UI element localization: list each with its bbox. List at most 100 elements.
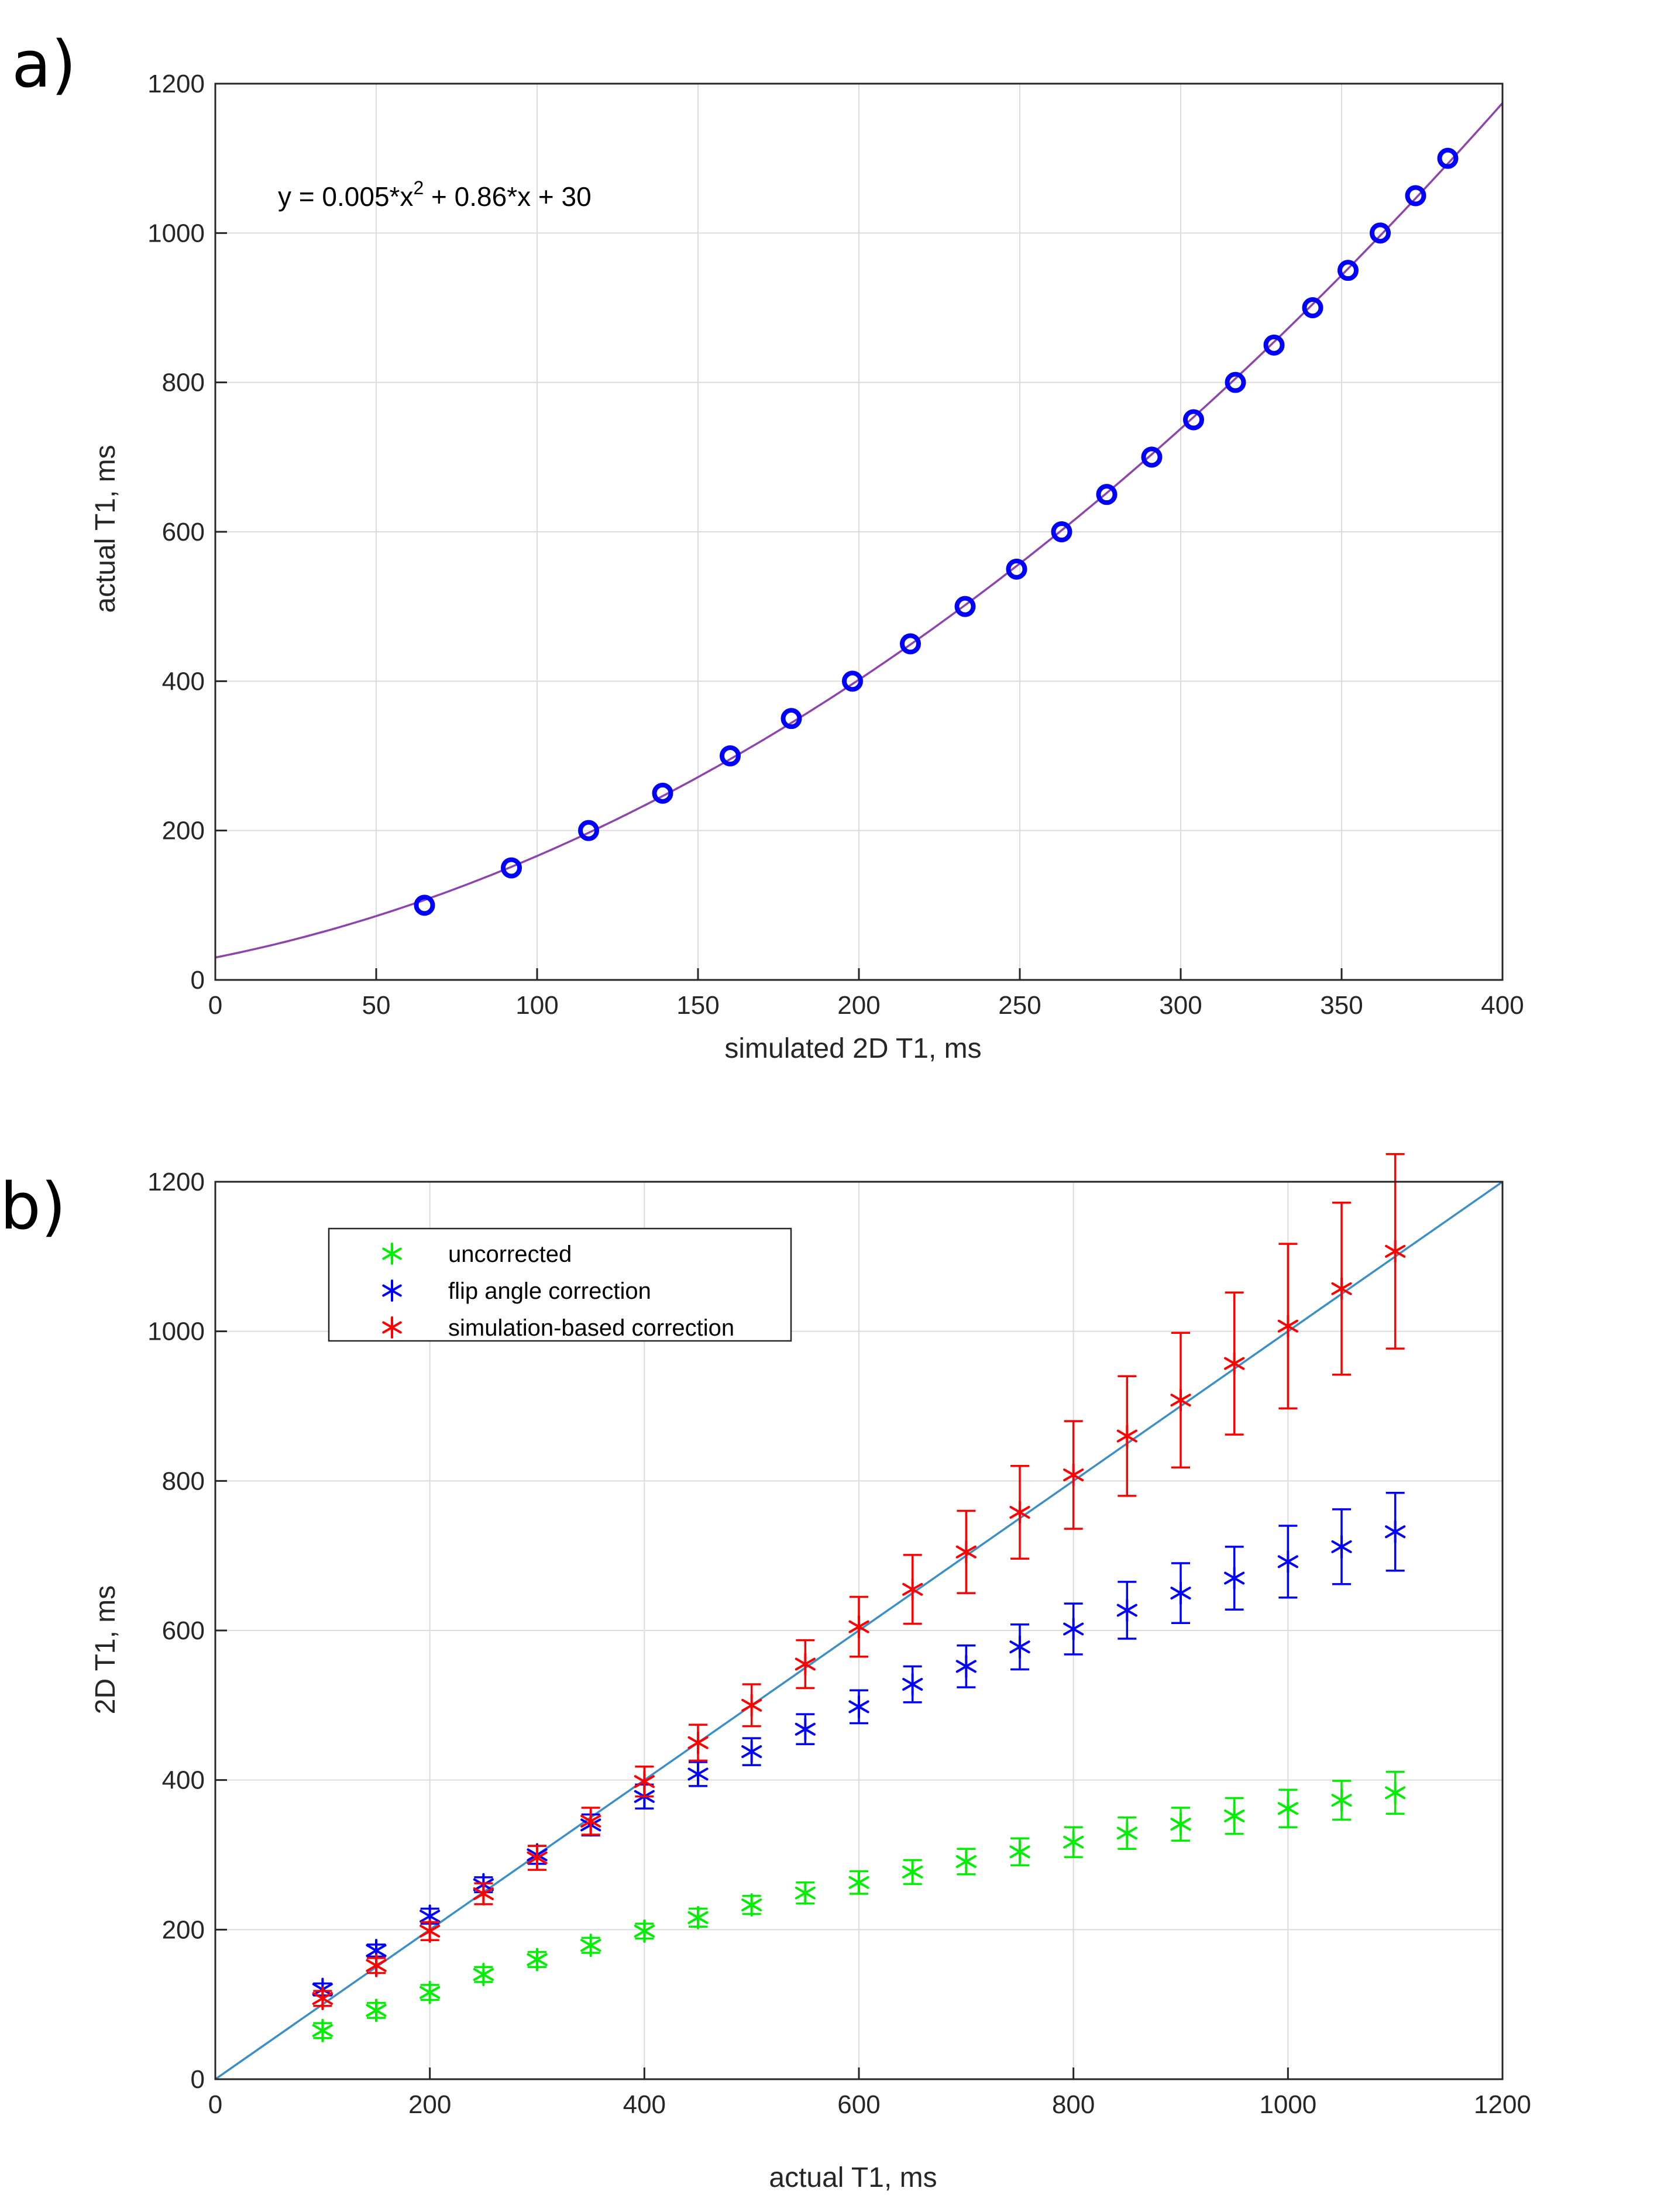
data-point <box>1006 558 1027 580</box>
legend-label-simulation-based-correction: simulation-based correction <box>448 1315 734 1341</box>
data-point <box>848 1870 869 1894</box>
panel-b-ytick-label: 400 <box>162 1766 205 1795</box>
data-point <box>1116 1598 1137 1622</box>
data-point <box>955 1540 977 1564</box>
data-point <box>954 596 976 617</box>
panel-a-xtick-label: 150 <box>676 991 719 1020</box>
data-point <box>1116 1424 1137 1448</box>
panel-b-xtick-label: 800 <box>1052 2090 1095 2119</box>
panel-b-ytick-label: 0 <box>191 2065 205 2094</box>
legend-star <box>382 1279 402 1302</box>
panel-b-series <box>312 1153 1406 2042</box>
panel-b-xtick-label: 600 <box>837 2090 880 2119</box>
fit-equation-suffix: + 0.86*x + 30 <box>424 181 591 212</box>
series-flip-angle-correction <box>312 1492 1406 2001</box>
data-point <box>955 1850 977 1874</box>
data-point <box>1277 1550 1298 1574</box>
data-point <box>795 1652 816 1676</box>
panel-b-xtick-label: 0 <box>208 2090 222 2119</box>
panel-a-xtick-label: 300 <box>1159 991 1202 1020</box>
data-point <box>312 2018 333 2042</box>
panel-b-ticks: 0 200 400 600 800 1000 1200 0 200 400 600 800 1000 12… <box>147 1168 1531 2119</box>
panel-b-xtick-label: 200 <box>408 2090 451 2119</box>
data-point <box>781 708 802 730</box>
data-point <box>473 1881 494 1905</box>
panel-a-xtick-label: 250 <box>998 991 1041 1020</box>
legend-label-flip-angle-correction: flip angle correction <box>448 1278 651 1304</box>
data-point <box>1063 1463 1084 1487</box>
panel-a-ytick-label: 400 <box>162 667 205 696</box>
data-point <box>1224 1804 1245 1828</box>
panel-a: a) 0 50 100 150 200 250 300 350 400 0 200 400 600 800… <box>12 27 1524 1064</box>
data-point <box>1009 1501 1030 1525</box>
panel-a-xtick-label: 350 <box>1320 991 1363 1020</box>
panel-a-grid <box>215 83 1503 981</box>
data-point <box>1225 371 1246 393</box>
panel-a-ylabel: actual T1, ms <box>90 445 121 613</box>
panel-b-xlabel: actual T1, ms <box>769 2162 937 2193</box>
data-point <box>848 1695 869 1719</box>
data-point <box>795 1717 816 1741</box>
data-point <box>1338 260 1359 281</box>
data-point <box>527 1846 548 1870</box>
data-point <box>578 820 599 841</box>
data-point <box>1263 334 1285 356</box>
panel-a-points <box>414 147 1459 916</box>
data-point <box>312 1986 333 2010</box>
data-point <box>1437 147 1459 169</box>
series-simulation-based-correction <box>312 1153 1406 2010</box>
legend-label-uncorrected: uncorrected <box>448 1241 572 1267</box>
fit-equation-prefix: y = 0.005*x <box>278 181 413 212</box>
data-point <box>1009 1840 1030 1864</box>
data-point <box>741 1893 762 1917</box>
data-point <box>1331 1535 1352 1559</box>
data-point <box>1063 1617 1084 1641</box>
panel-b-ytick-label: 600 <box>162 1616 205 1645</box>
data-point <box>1385 1520 1406 1544</box>
data-point <box>652 782 673 804</box>
data-point <box>848 1615 869 1639</box>
panel-a-ytick-label: 1200 <box>147 70 205 98</box>
panel-a-ticks: 0 50 100 150 200 250 300 350 400 0 200 400 600 800 100… <box>147 70 1524 1020</box>
data-point <box>1405 185 1426 207</box>
panel-b-xtick-label: 1200 <box>1474 2090 1531 2119</box>
data-point <box>1277 1797 1298 1821</box>
data-point <box>366 1998 387 2022</box>
data-point <box>1370 222 1391 244</box>
data-point <box>501 857 522 879</box>
data-point <box>1277 1314 1298 1338</box>
data-point <box>580 1934 601 1958</box>
panel-a-xtick-label: 400 <box>1481 991 1524 1020</box>
data-point <box>366 1953 387 1977</box>
panel-a-xtick-label: 50 <box>362 991 391 1020</box>
panel-a-xtick-label: 200 <box>837 991 880 1020</box>
legend-marker-simulation-based-correction <box>382 1316 402 1339</box>
panel-a-ytick-label: 600 <box>162 518 205 546</box>
data-point <box>902 1577 923 1601</box>
panel-b: b) 0 200 400 600 800 1000 1200 0 200 400 600 800 100… <box>0 1153 1531 2193</box>
panel-b-ytick-label: 200 <box>162 1915 205 1944</box>
data-point <box>1096 484 1118 505</box>
panel-a-xtick-label: 0 <box>208 991 222 1020</box>
panel-b-ytick-label: 1000 <box>147 1317 205 1346</box>
data-point <box>420 1919 441 1943</box>
data-point <box>1385 1781 1406 1805</box>
panel-b-ytick-label: 800 <box>162 1467 205 1495</box>
data-point <box>795 1881 816 1905</box>
legend: uncorrected flip angle correction simula… <box>328 1227 792 1342</box>
fit-equation: y = 0.005*x2 + 0.86*x + 30 <box>278 177 592 212</box>
panel-a-ytick-label: 1000 <box>147 219 205 247</box>
data-point <box>420 1980 441 2004</box>
data-point <box>473 1963 494 1987</box>
panel-a-label: a) <box>12 27 76 102</box>
panel-b-xtick-label: 400 <box>623 2090 666 2119</box>
data-point <box>414 895 435 916</box>
data-point <box>1009 1635 1030 1659</box>
data-point <box>720 745 741 766</box>
data-point <box>1302 297 1323 318</box>
data-point <box>955 1654 977 1678</box>
panel-a-ytick-label: 200 <box>162 817 205 845</box>
panel-b-xtick-label: 1000 <box>1259 2090 1316 2119</box>
data-point <box>1183 409 1204 431</box>
